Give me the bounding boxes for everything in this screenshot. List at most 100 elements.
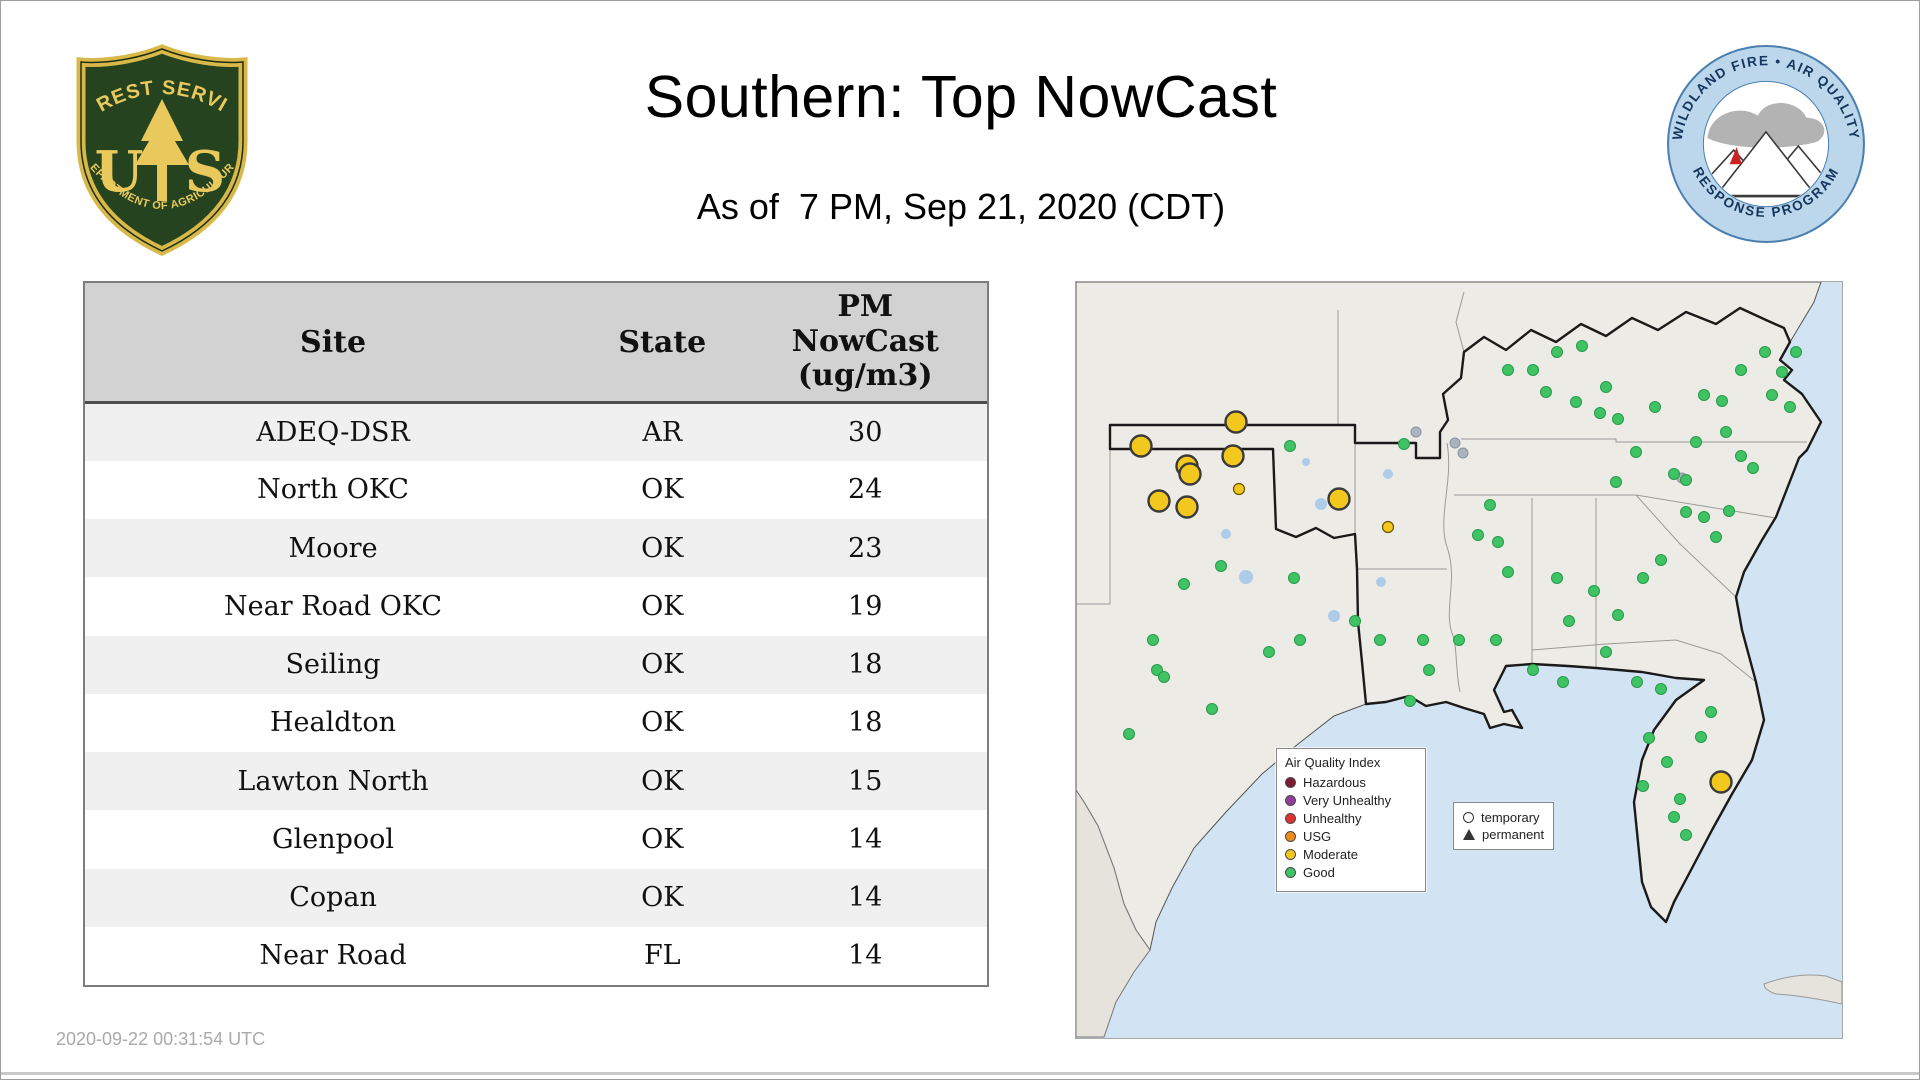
good-site-marker[interactable] xyxy=(1637,780,1649,792)
good-site-marker[interactable] xyxy=(1502,566,1514,578)
aqi-legend: Air Quality Index Hazardous Very Unhealth… xyxy=(1276,748,1426,892)
cuba-land xyxy=(1763,974,1842,1005)
good-site-marker[interactable] xyxy=(1716,395,1728,407)
good-site-marker[interactable] xyxy=(1674,793,1686,805)
nodata-site-marker[interactable] xyxy=(1457,447,1469,459)
good-site-marker[interactable] xyxy=(1668,811,1680,823)
symbol-legend: temporary permanent xyxy=(1453,802,1555,850)
good-site-marker[interactable] xyxy=(1655,683,1667,695)
good-site-marker[interactable] xyxy=(1123,728,1135,740)
good-site-marker[interactable] xyxy=(1349,615,1361,627)
good-site-marker[interactable] xyxy=(1178,578,1190,590)
table-row: Moore OK 23 xyxy=(85,519,987,578)
moderate-small-sites xyxy=(1232,482,1395,534)
good-site-marker[interactable] xyxy=(1417,634,1429,646)
good-site-marker[interactable] xyxy=(1766,389,1778,401)
good-site-marker[interactable] xyxy=(1705,706,1717,718)
good-site-marker[interactable] xyxy=(1588,585,1600,597)
good-site-marker[interactable] xyxy=(1263,646,1275,658)
moderate-site-marker-large[interactable] xyxy=(1178,462,1202,486)
good-site-marker[interactable] xyxy=(1551,346,1563,358)
good-site-marker[interactable] xyxy=(1374,634,1386,646)
good-site-marker[interactable] xyxy=(1776,366,1788,378)
good-site-marker[interactable] xyxy=(1698,511,1710,523)
good-site-marker[interactable] xyxy=(1759,346,1771,358)
good-site-marker[interactable] xyxy=(1398,438,1410,450)
aqi-color-dot xyxy=(1285,795,1296,806)
air-quality-map[interactable]: Air Quality Index Hazardous Very Unhealth… xyxy=(1075,281,1843,1039)
good-site-marker[interactable] xyxy=(1423,664,1435,676)
aqi-legend-item: USG xyxy=(1285,829,1417,844)
good-site-marker[interactable] xyxy=(1661,756,1673,768)
fs-letter-s: S xyxy=(185,139,225,205)
good-site-marker[interactable] xyxy=(1643,732,1655,744)
moderate-site-marker-large[interactable] xyxy=(1224,410,1248,434)
table-row: Near Road FL 14 xyxy=(85,926,987,985)
good-site-marker[interactable] xyxy=(1630,446,1642,458)
good-site-marker[interactable] xyxy=(1695,731,1707,743)
good-site-marker[interactable] xyxy=(1206,703,1218,715)
good-site-marker[interactable] xyxy=(1215,560,1227,572)
good-site-marker[interactable] xyxy=(1612,413,1624,425)
good-site-marker[interactable] xyxy=(1502,364,1514,376)
nodata-site-marker[interactable] xyxy=(1449,437,1461,449)
good-site-marker[interactable] xyxy=(1610,476,1622,488)
good-site-marker[interactable] xyxy=(1680,506,1692,518)
moderate-site-marker-large[interactable] xyxy=(1175,495,1199,519)
moderate-site-marker[interactable] xyxy=(1232,482,1246,496)
good-site-marker[interactable] xyxy=(1784,401,1796,413)
good-site-marker[interactable] xyxy=(1147,634,1159,646)
moderate-site-marker-large[interactable] xyxy=(1709,770,1733,794)
good-site-marker[interactable] xyxy=(1151,664,1163,676)
good-site-marker[interactable] xyxy=(1557,676,1569,688)
lakes xyxy=(1221,458,1393,622)
temporary-monitor-icon xyxy=(1463,812,1474,823)
aqi-color-dot xyxy=(1285,849,1296,860)
good-site-marker[interactable] xyxy=(1637,572,1649,584)
good-site-marker[interactable] xyxy=(1612,609,1624,621)
good-site-marker[interactable] xyxy=(1680,474,1692,486)
good-site-marker[interactable] xyxy=(1527,364,1539,376)
moderate-site-marker[interactable] xyxy=(1381,520,1395,534)
good-site-marker[interactable] xyxy=(1594,407,1606,419)
good-site-marker[interactable] xyxy=(1649,401,1661,413)
good-site-marker[interactable] xyxy=(1294,634,1306,646)
good-site-marker[interactable] xyxy=(1790,346,1802,358)
page-subtitle: As of 7 PM, Sep 21, 2020 (CDT) xyxy=(696,186,1226,227)
good-site-marker[interactable] xyxy=(1735,450,1747,462)
good-site-marker[interactable] xyxy=(1490,634,1502,646)
good-site-marker[interactable] xyxy=(1631,676,1643,688)
table-row: Lawton North OK 15 xyxy=(85,752,987,811)
good-site-marker[interactable] xyxy=(1404,695,1416,707)
moderate-site-marker-large[interactable] xyxy=(1221,444,1245,468)
good-site-marker[interactable] xyxy=(1288,572,1300,584)
good-site-marker[interactable] xyxy=(1723,505,1735,517)
good-site-marker[interactable] xyxy=(1698,389,1710,401)
good-site-marker[interactable] xyxy=(1576,340,1588,352)
good-site-marker[interactable] xyxy=(1284,440,1296,452)
good-site-marker[interactable] xyxy=(1690,436,1702,448)
nodata-site-marker[interactable] xyxy=(1410,426,1422,438)
good-site-marker[interactable] xyxy=(1453,634,1465,646)
good-site-marker[interactable] xyxy=(1668,468,1680,480)
good-site-marker[interactable] xyxy=(1680,829,1692,841)
good-site-marker[interactable] xyxy=(1563,615,1575,627)
good-site-marker[interactable] xyxy=(1158,671,1170,683)
good-site-marker[interactable] xyxy=(1527,664,1539,676)
moderate-site-marker-large[interactable] xyxy=(1327,487,1351,511)
good-site-marker[interactable] xyxy=(1600,646,1612,658)
moderate-site-marker-large[interactable] xyxy=(1129,434,1153,458)
good-site-marker[interactable] xyxy=(1484,499,1496,511)
good-site-marker[interactable] xyxy=(1472,529,1484,541)
good-site-marker[interactable] xyxy=(1540,386,1552,398)
good-site-marker[interactable] xyxy=(1747,462,1759,474)
good-site-marker[interactable] xyxy=(1710,531,1722,543)
good-site-marker[interactable] xyxy=(1655,554,1667,566)
good-site-marker[interactable] xyxy=(1600,381,1612,393)
good-site-marker[interactable] xyxy=(1735,364,1747,376)
good-site-marker[interactable] xyxy=(1551,572,1563,584)
good-site-marker[interactable] xyxy=(1492,536,1504,548)
good-site-marker[interactable] xyxy=(1720,426,1732,438)
good-site-marker[interactable] xyxy=(1570,396,1582,408)
moderate-site-marker-large[interactable] xyxy=(1147,489,1171,513)
